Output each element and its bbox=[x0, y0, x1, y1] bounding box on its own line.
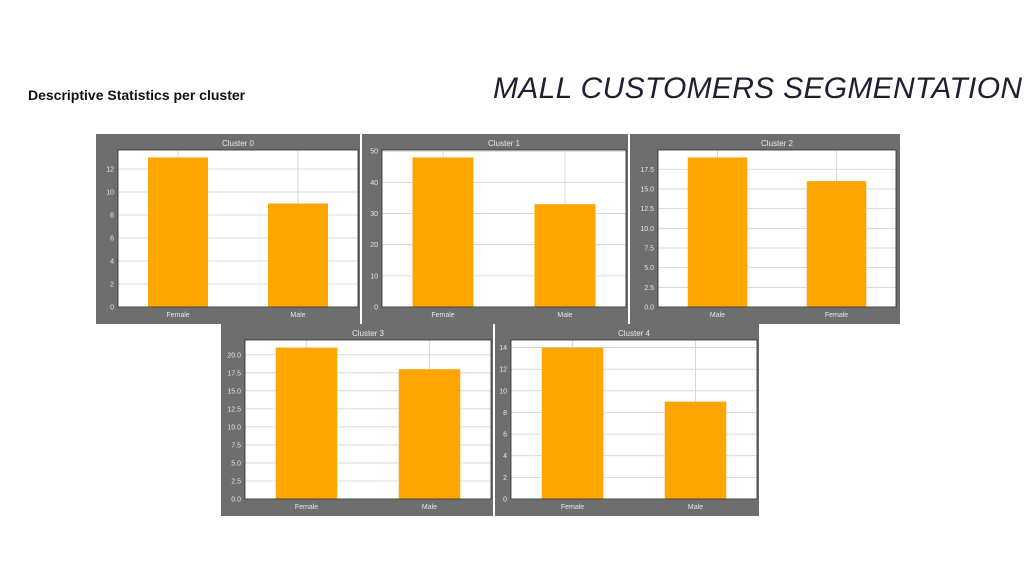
slide-title: MALL CUSTOMERS SEGMENTATION bbox=[493, 72, 1023, 105]
y-tick-label: 30 bbox=[370, 211, 378, 218]
plot-frame bbox=[510, 339, 758, 500]
x-tick-label: Male bbox=[557, 312, 572, 319]
chart-panel-cluster-2: Cluster 2 0.0 2.5 5.0 7.5 10.0 12.5 15.0 17.5 Mal… bbox=[630, 134, 900, 324]
plot-frame bbox=[381, 149, 627, 308]
bar-female bbox=[148, 157, 208, 307]
x-tick-label: Female bbox=[825, 312, 848, 319]
y-tick-label: 8 bbox=[110, 212, 114, 219]
bar-female bbox=[806, 181, 867, 307]
y-tick-label: 10 bbox=[499, 388, 507, 395]
chart-cluster-0: Cluster 0 0 2 4 6 8 10 12 Female Male bbox=[106, 139, 359, 319]
x-tick-label: Female bbox=[561, 504, 584, 511]
y-tick-label: 0.0 bbox=[231, 497, 241, 504]
x-tick-label: Female bbox=[295, 504, 318, 511]
chart-title: Cluster 0 bbox=[222, 139, 255, 148]
y-tick-label: 10 bbox=[106, 189, 114, 196]
bar-male bbox=[268, 203, 328, 307]
chart-title: Cluster 3 bbox=[352, 329, 385, 338]
y-tick-label: 6 bbox=[503, 432, 507, 439]
y-tick-label: 2 bbox=[503, 475, 507, 482]
y-tick-label: 12.5 bbox=[227, 406, 241, 413]
y-tick-label: 50 bbox=[370, 149, 378, 156]
chart-cluster-1: Cluster 1 0 10 20 30 40 50 Female Male bbox=[370, 139, 627, 319]
bar-female bbox=[541, 347, 604, 499]
chart-panel-cluster-3: Cluster 3 0.0 2.5 5.0 7.5 10.0 12.5 15.0 17.5 20.… bbox=[221, 324, 493, 516]
y-tick-label: 2.5 bbox=[644, 285, 654, 292]
y-tick-label: 12 bbox=[106, 166, 114, 173]
plot-frame bbox=[244, 339, 492, 500]
y-tick-label: 15.0 bbox=[227, 388, 241, 395]
x-tick-label: Female bbox=[166, 312, 189, 319]
y-tick-label: 12 bbox=[499, 367, 507, 374]
bar-male bbox=[664, 401, 727, 499]
chart-panel-cluster-4: Cluster 4 0 2 4 6 8 10 12 14 Female Male bbox=[495, 324, 759, 516]
y-tick-label: 2.5 bbox=[231, 478, 241, 485]
y-tick-label: 20 bbox=[370, 242, 378, 249]
y-tick-label: 0 bbox=[374, 305, 378, 312]
x-tick-label: Male bbox=[688, 504, 703, 511]
x-tick-label: Male bbox=[290, 312, 305, 319]
y-tick-label: 10 bbox=[370, 273, 378, 280]
y-tick-label: 17.5 bbox=[227, 370, 241, 377]
y-tick-label: 15.0 bbox=[640, 186, 654, 193]
y-tick-label: 4 bbox=[110, 258, 114, 265]
bar-male bbox=[534, 204, 596, 307]
chart-title: Cluster 4 bbox=[618, 329, 651, 338]
y-tick-label: 0 bbox=[110, 305, 114, 312]
chart-title: Cluster 2 bbox=[761, 139, 794, 148]
chart-cluster-2: Cluster 2 0.0 2.5 5.0 7.5 10.0 12.5 15.0 17.5 Mal… bbox=[640, 139, 897, 319]
y-tick-label: 4 bbox=[503, 453, 507, 460]
bar-female bbox=[412, 157, 474, 307]
chart-cluster-4: Cluster 4 0 2 4 6 8 10 12 14 Female Male bbox=[499, 329, 758, 511]
y-tick-label: 2 bbox=[110, 281, 114, 288]
bar-male bbox=[687, 157, 748, 307]
y-tick-label: 40 bbox=[370, 180, 378, 187]
y-tick-label: 6 bbox=[110, 235, 114, 242]
chart-title: Cluster 1 bbox=[488, 139, 521, 148]
bar-female bbox=[275, 347, 338, 499]
y-tick-label: 17.5 bbox=[640, 167, 654, 174]
bar-male bbox=[398, 369, 461, 499]
x-tick-label: Male bbox=[422, 504, 437, 511]
y-tick-label: 5.0 bbox=[644, 265, 654, 272]
y-tick-label: 8 bbox=[503, 410, 507, 417]
plot-frame bbox=[657, 149, 897, 308]
chart-panel-cluster-0: Cluster 0 0 2 4 6 8 10 12 Female Male bbox=[96, 134, 360, 324]
y-tick-label: 14 bbox=[499, 345, 507, 352]
y-tick-label: 7.5 bbox=[231, 442, 241, 449]
x-tick-label: Male bbox=[710, 312, 725, 319]
chart-panel-cluster-1: Cluster 1 0 10 20 30 40 50 Female Male bbox=[362, 134, 628, 324]
y-tick-label: 5.0 bbox=[231, 460, 241, 467]
chart-cluster-3: Cluster 3 0.0 2.5 5.0 7.5 10.0 12.5 15.0 17.5 20.… bbox=[227, 329, 492, 511]
y-tick-label: 0.0 bbox=[644, 305, 654, 312]
y-tick-label: 7.5 bbox=[644, 245, 654, 252]
x-tick-label: Female bbox=[431, 312, 454, 319]
y-tick-label: 10.0 bbox=[227, 424, 241, 431]
section-heading: Descriptive Statistics per cluster bbox=[28, 87, 246, 103]
y-tick-label: 10.0 bbox=[640, 226, 654, 233]
plot-frame bbox=[117, 149, 359, 308]
y-tick-label: 12.5 bbox=[640, 206, 654, 213]
y-tick-label: 20.0 bbox=[227, 352, 241, 359]
y-tick-label: 0 bbox=[503, 497, 507, 504]
